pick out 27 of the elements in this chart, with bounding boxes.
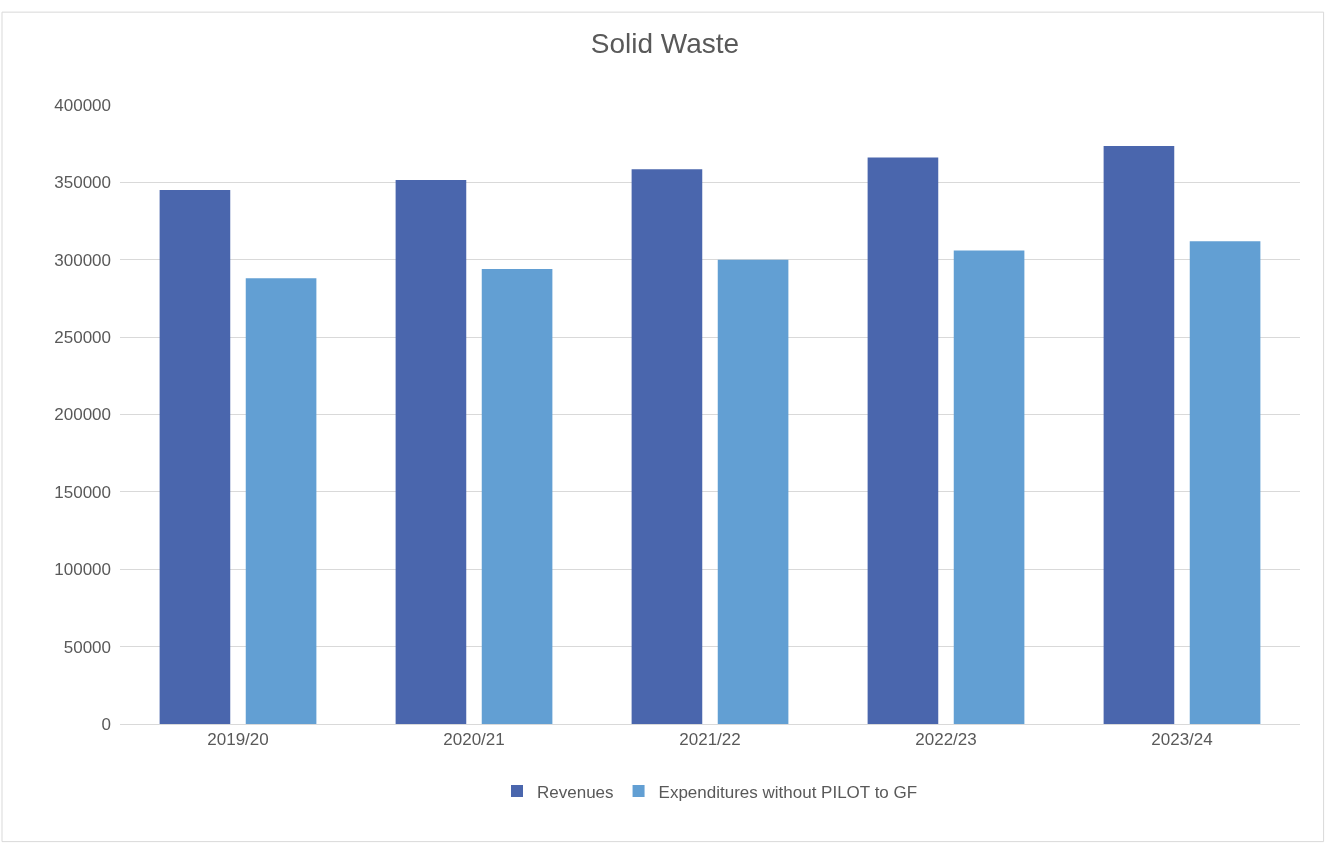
x-tick-label: 2019/20 — [207, 730, 269, 750]
y-tick-label: 150000 — [54, 482, 111, 502]
x-tick-label: 2023/24 — [1151, 730, 1213, 750]
bar — [159, 190, 231, 724]
y-tick-label: 400000 — [54, 95, 111, 115]
bar — [245, 278, 317, 724]
bar — [395, 180, 467, 724]
y-tick-label: 0 — [101, 714, 111, 734]
y-tick-label: 50000 — [63, 637, 111, 657]
chart-title: Solid Waste — [590, 28, 740, 60]
bar — [1189, 241, 1261, 724]
bar — [953, 250, 1025, 724]
x-tick-label: 2021/22 — [679, 730, 741, 750]
y-tick-label: 250000 — [54, 328, 111, 348]
bar — [867, 157, 939, 724]
y-tick-label: 100000 — [54, 560, 111, 580]
bar — [631, 169, 703, 724]
x-tick-label: 2020/21 — [443, 730, 505, 750]
bar — [1103, 146, 1175, 724]
legend-label: Expenditures without PILOT to GF — [658, 782, 918, 802]
bar — [481, 269, 553, 724]
y-tick-label: 350000 — [54, 173, 111, 193]
y-tick-label: 300000 — [54, 250, 111, 270]
x-tick-label: 2022/23 — [915, 730, 977, 750]
legend-label: Revenues — [537, 782, 614, 802]
y-tick-label: 200000 — [54, 405, 111, 425]
bar — [717, 259, 789, 724]
